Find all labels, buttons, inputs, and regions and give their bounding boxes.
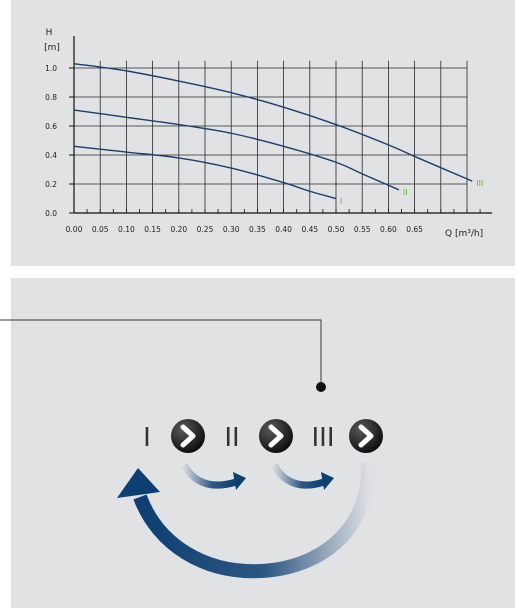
curved-arrow-icon-2 (270, 463, 334, 490)
speed-button-2[interactable] (259, 419, 293, 453)
x-tick-label: 0.30 (223, 225, 240, 234)
y-tick-label: 0.8 (45, 93, 57, 102)
x-tick-label: 0.20 (170, 225, 187, 234)
x-axis-label: Q [m³/h] (445, 229, 483, 239)
x-tick-label: 0.65 (406, 225, 423, 234)
y-tick-label: 0.4 (45, 151, 57, 160)
curve-label: I (340, 197, 342, 206)
x-tick-label: 0.45 (301, 225, 318, 234)
x-tick-label: 0.05 (92, 225, 109, 234)
x-tick-label: 0.40 (275, 225, 292, 234)
y-axis-label: H (46, 28, 53, 38)
y-axis-unit: [m] (44, 43, 60, 53)
speed-button-1[interactable] (171, 419, 205, 453)
x-tick-label: 0.60 (380, 225, 397, 234)
x-tick-label: 0.55 (354, 225, 371, 234)
y-tick-label: 0.2 (45, 180, 57, 189)
chevron-right-icon (268, 424, 284, 448)
curved-arrow-icon-1 (180, 463, 246, 490)
curve-label: III (476, 179, 483, 188)
speed-label-i: I (143, 423, 151, 453)
pump-curve-chart: 0.0 0.2 0.4 0.6 0.8 1.0 0.00 0.05 0.10 0.15 0.20 0.… (44, 28, 492, 239)
x-tick-label: 0.10 (118, 225, 135, 234)
y-tick-label: 0.6 (45, 122, 57, 131)
return-arrow-icon (117, 461, 376, 579)
speed-label-iii: III (311, 423, 334, 453)
y-tick-label: 1.0 (45, 64, 57, 73)
leader-line (0, 319, 322, 385)
curve-ii (73, 109, 400, 191)
speed-label-ii: II (224, 423, 239, 453)
pump-curve-chart-panel: 0.0 0.2 0.4 0.6 0.8 1.0 0.00 0.05 0.10 0.15 0.20 0.… (11, 0, 515, 266)
curve-iii (73, 62, 473, 182)
x-tick-label: 0.00 (66, 225, 83, 234)
x-tick-label: 0.50 (328, 225, 345, 234)
chevron-right-icon (180, 424, 196, 448)
chevron-right-icon (358, 424, 374, 448)
x-tick-label: 0.15 (144, 225, 161, 234)
curve-label: II (403, 188, 408, 197)
x-tick-label: 0.25 (197, 225, 214, 234)
y-tick-label: 0.0 (45, 209, 57, 218)
x-tick-label: 0.35 (249, 225, 266, 234)
speed-button-3[interactable] (349, 419, 383, 453)
curve-i (73, 145, 337, 200)
leader-dot (316, 382, 326, 392)
